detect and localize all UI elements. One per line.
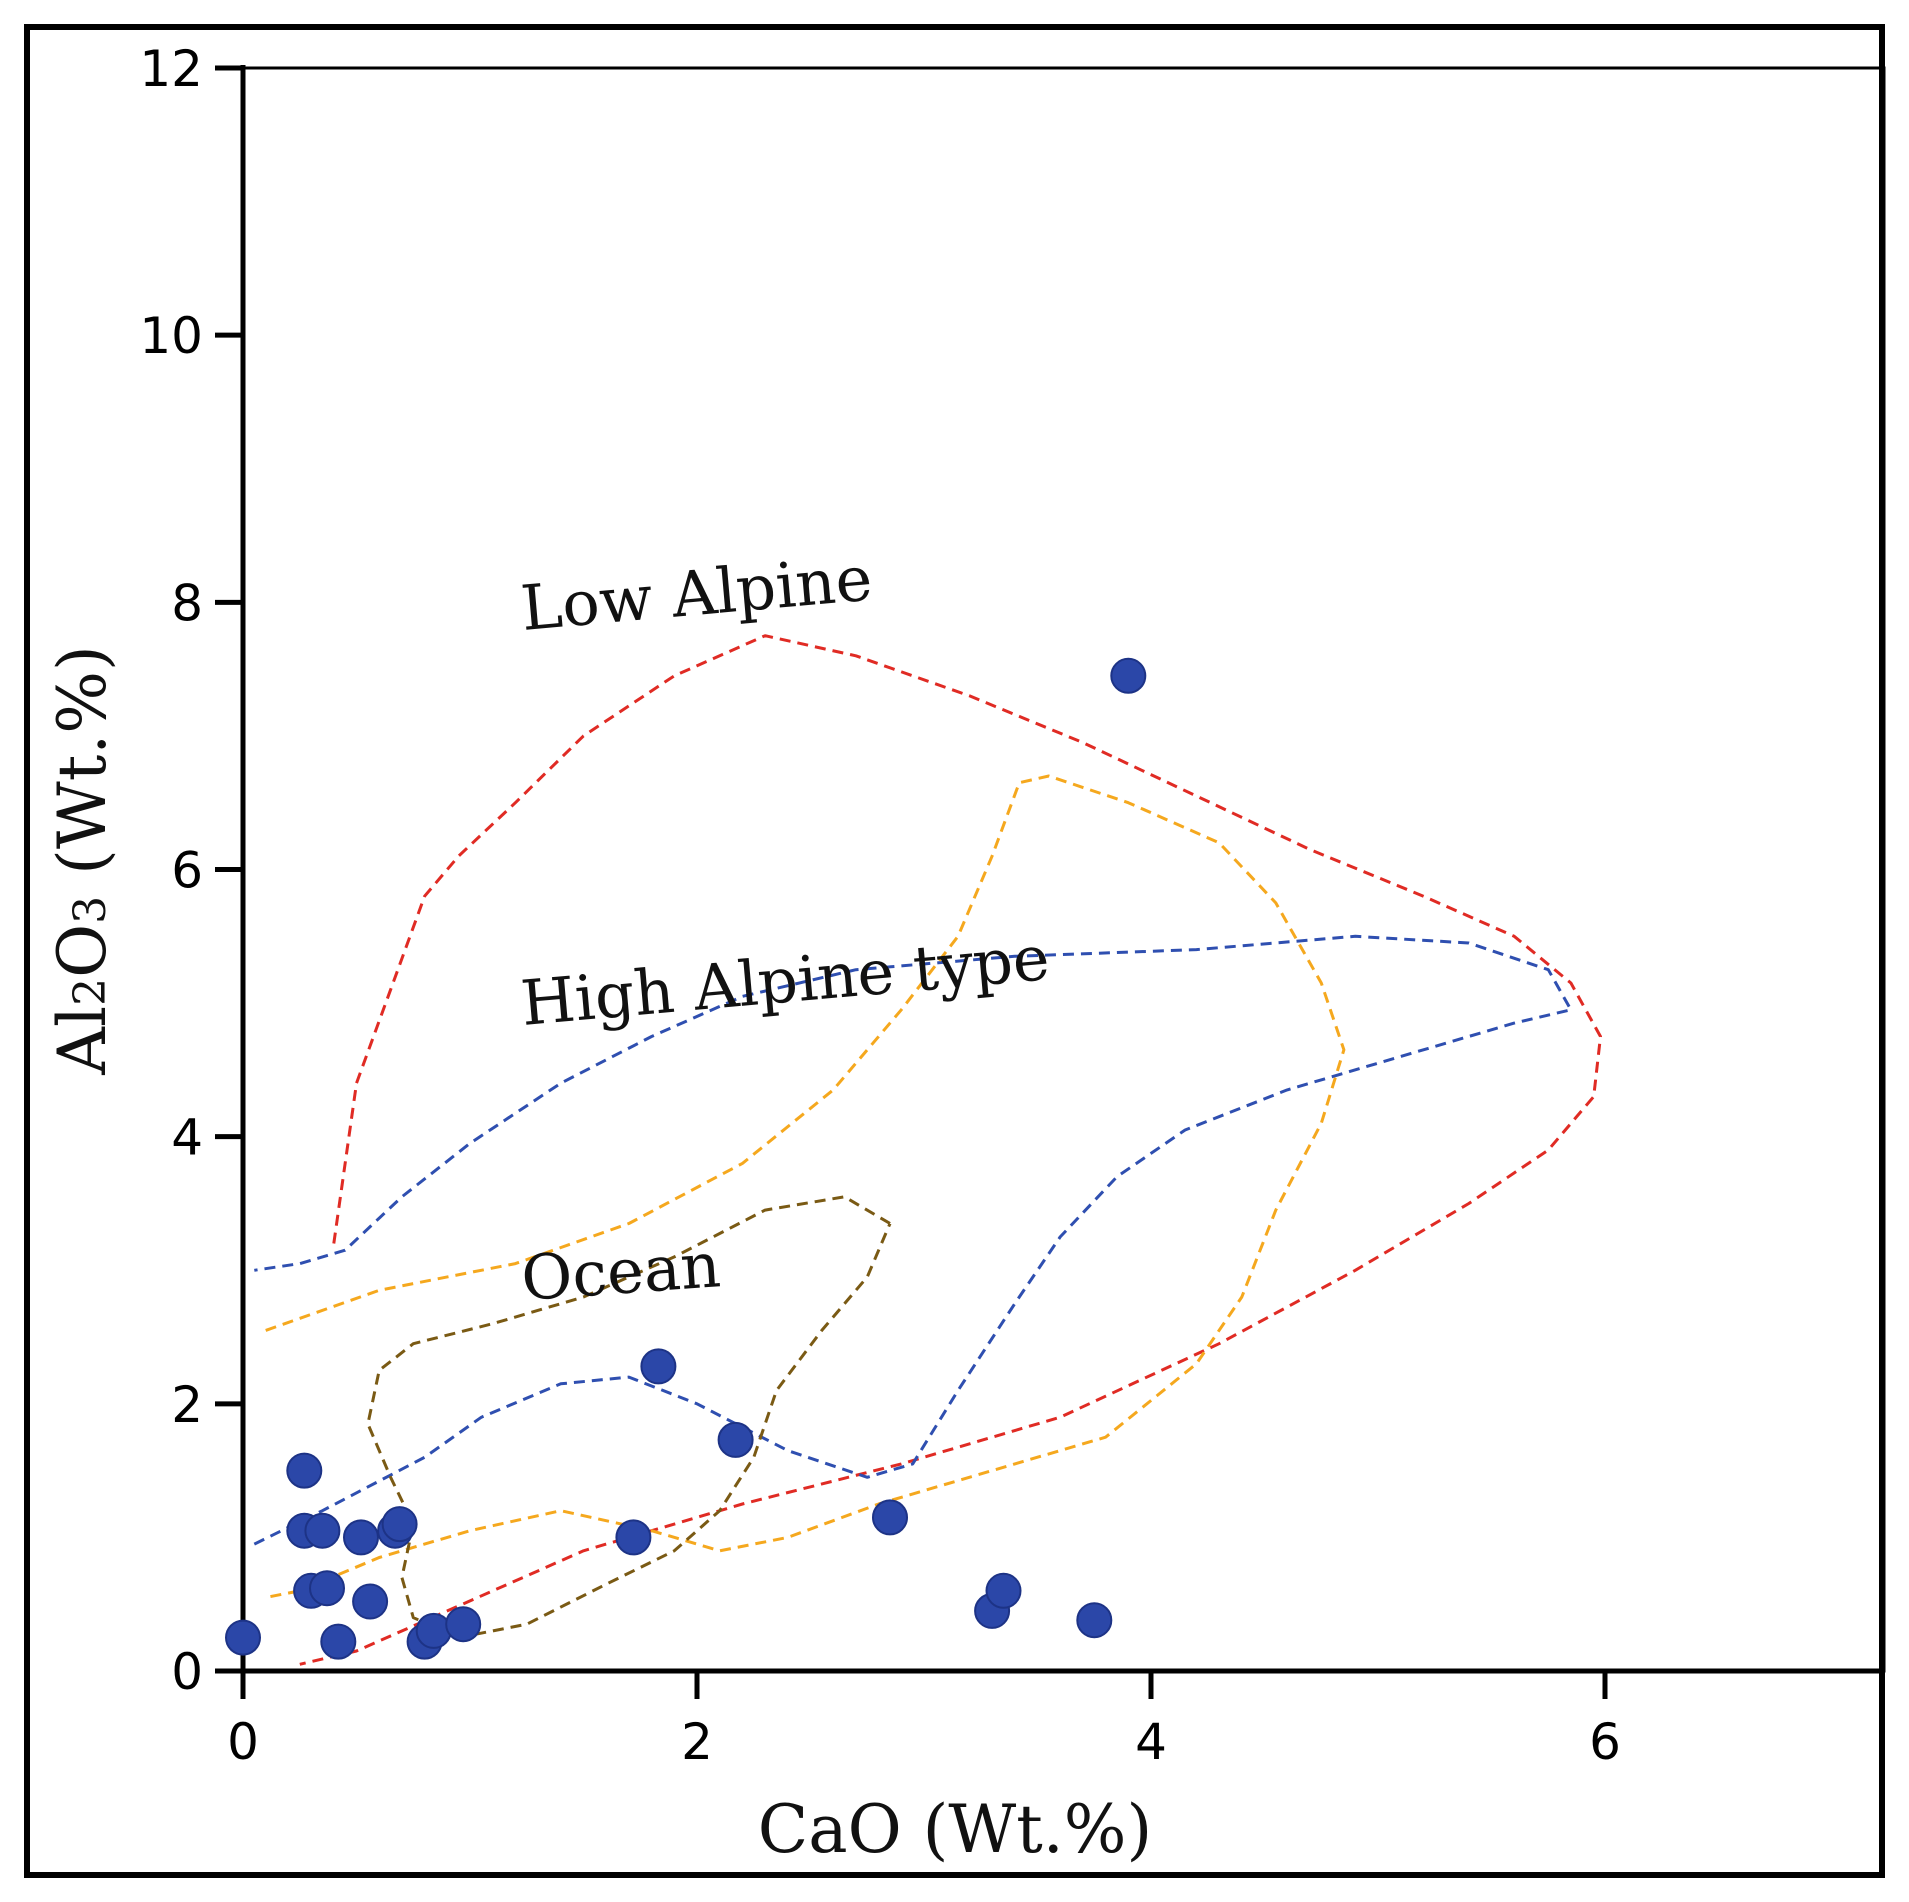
data-point <box>309 1570 345 1607</box>
x-tick-label: 4 <box>1135 1713 1167 1771</box>
axis-ticks: 0 2 4 6 0 2 4 6 8 10 12 <box>139 40 1621 1771</box>
field-label-ocean: Ocean <box>519 1228 723 1315</box>
data-point <box>415 1612 452 1649</box>
y-tick-label: 12 <box>139 40 203 98</box>
data-point <box>343 1519 379 1556</box>
y-axis-title-part: Al <box>44 1006 121 1076</box>
y-tick-label: 0 <box>171 1643 203 1701</box>
data-point <box>640 1348 677 1385</box>
data-point <box>445 1606 482 1643</box>
x-tick-label: 0 <box>227 1713 259 1771</box>
field-boundary-low-alpine <box>299 634 1602 1666</box>
data-point <box>985 1572 1022 1609</box>
y-tick-label: 6 <box>171 842 203 900</box>
field-boundaries <box>253 634 1602 1666</box>
y-axis-title: Al2O3 (Wt.%) <box>44 645 121 1075</box>
data-point <box>320 1623 357 1660</box>
y-axis-title-sub: 3 <box>65 896 116 924</box>
x-axis-title: CaO (Wt.%) <box>758 1791 1153 1868</box>
field-boundary-ocean <box>366 1195 892 1640</box>
data-point <box>872 1499 908 1536</box>
y-tick-label: 10 <box>139 307 203 365</box>
y-axis-title-part: O <box>44 924 121 978</box>
y-tick-label: 2 <box>171 1376 203 1434</box>
data-point <box>352 1583 389 1620</box>
field-boundary-high-alpine-type <box>253 934 1573 1546</box>
data-point <box>225 1619 261 1656</box>
y-tick-label: 4 <box>171 1109 203 1167</box>
data-point <box>615 1519 652 1556</box>
data-point <box>286 1452 323 1489</box>
data-point <box>304 1512 341 1549</box>
y-tick-label: 8 <box>171 574 203 632</box>
field-boundary-field-2 <box>265 774 1346 1599</box>
y-axis-title-part: (Wt.%) <box>44 645 121 896</box>
data-points <box>225 657 1147 1660</box>
figure-border <box>24 24 1885 1878</box>
y-axis-title-sub: 2 <box>65 978 116 1006</box>
data-point <box>1076 1602 1113 1639</box>
data-point <box>1110 657 1147 694</box>
x-tick-label: 6 <box>1589 1713 1621 1771</box>
data-point <box>717 1421 754 1458</box>
data-point <box>381 1506 418 1543</box>
x-tick-label: 2 <box>681 1713 713 1771</box>
